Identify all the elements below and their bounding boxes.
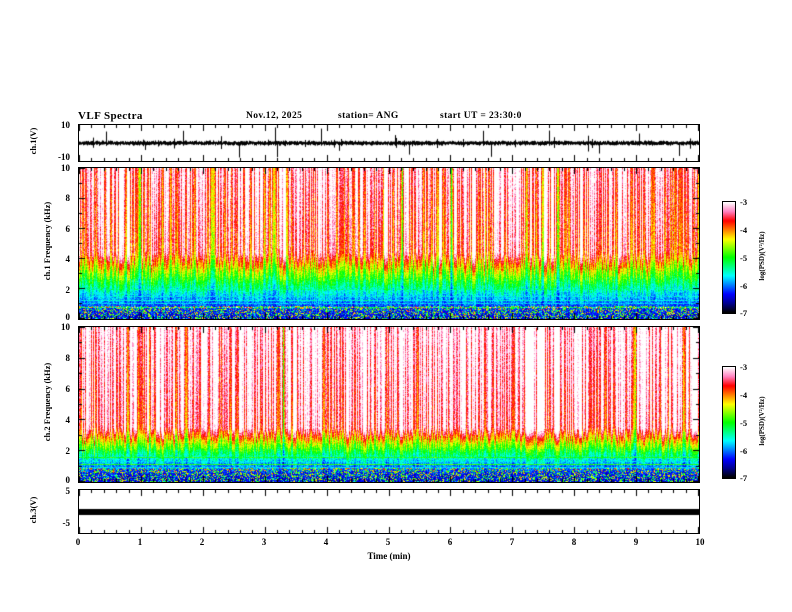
ch2-cbtick--6: -6 xyxy=(740,446,748,456)
xtick-0: 0 xyxy=(75,537,81,547)
xtick-7: 7 xyxy=(509,537,515,547)
ch2-ytick-4k: 4 xyxy=(65,415,71,425)
xtick-4: 4 xyxy=(323,537,329,547)
ch1-cbtick--7: -7 xyxy=(740,308,748,318)
ch2-spectrogram-panel xyxy=(78,326,700,483)
ch2-colorbar-label: log(PSD)(V²/Hz) xyxy=(758,396,766,446)
ch1-spectrogram-panel xyxy=(78,167,700,320)
observation-date: Nov.12, 2025 xyxy=(246,111,303,121)
ch1-waveform-panel xyxy=(78,124,700,162)
ch2-colorbar xyxy=(722,366,736,479)
ch1-colorbar-label: log(PSD)(V²/Hz) xyxy=(758,231,766,281)
ch1-ytick-6k: 6 xyxy=(65,224,71,234)
ch3-waveform-ylabel: ch.3(V) xyxy=(28,496,38,524)
x-axis-label: Time (min) xyxy=(367,551,411,561)
ch2-ytick-6k: 6 xyxy=(65,384,71,394)
ch1-ytick-4k: 4 xyxy=(65,254,71,264)
ch1-waveform-ylabel: ch.1(V) xyxy=(28,127,38,155)
figure-title: VLF Spectra xyxy=(78,110,143,122)
ch1-ytick-10k: 10 xyxy=(61,163,70,173)
xtick-6: 6 xyxy=(447,537,453,547)
ch2-cbtick--5: -5 xyxy=(740,418,748,428)
xtick-9: 9 xyxy=(633,537,639,547)
ch2-cbtick--3: -3 xyxy=(740,362,748,372)
ch1-ytick-0k: 0 xyxy=(65,312,71,322)
ch1-cbtick--6: -6 xyxy=(740,281,748,291)
ch1-cbtick--5: -5 xyxy=(740,253,748,263)
start-ut: start UT = 23:30:0 xyxy=(440,111,522,121)
ch1-ytick-10: 10 xyxy=(61,120,70,130)
xtick-2: 2 xyxy=(199,537,205,547)
ch3-waveform-panel xyxy=(78,489,700,534)
xtick-10: 10 xyxy=(695,537,705,547)
ch3-ytick-5: 5 xyxy=(65,486,71,496)
ch2-ytick-8k: 8 xyxy=(65,353,71,363)
ch1-cbtick--3: -3 xyxy=(740,197,748,207)
ch1-colorbar xyxy=(722,201,736,314)
ch1-cbtick--4: -4 xyxy=(740,225,748,235)
xtick-5: 5 xyxy=(385,537,391,547)
xtick-3: 3 xyxy=(261,537,267,547)
ch1-ytick-2k: 2 xyxy=(65,285,71,295)
station-name: station= ANG xyxy=(338,111,399,121)
ch2-ytick-2k: 2 xyxy=(65,446,71,456)
ch3-ytick-neg5: -5 xyxy=(62,518,71,528)
ch1-ytick-neg10: -10 xyxy=(58,152,70,162)
ch1-ytick-8k: 8 xyxy=(65,193,71,203)
ch2-ytick-0k: 0 xyxy=(65,475,71,485)
ch2-cbtick--4: -4 xyxy=(740,390,748,400)
ch2-cbtick--7: -7 xyxy=(740,473,748,483)
ch2-ytick-10k: 10 xyxy=(61,322,70,332)
xtick-8: 8 xyxy=(571,537,577,547)
xtick-1: 1 xyxy=(137,537,143,547)
